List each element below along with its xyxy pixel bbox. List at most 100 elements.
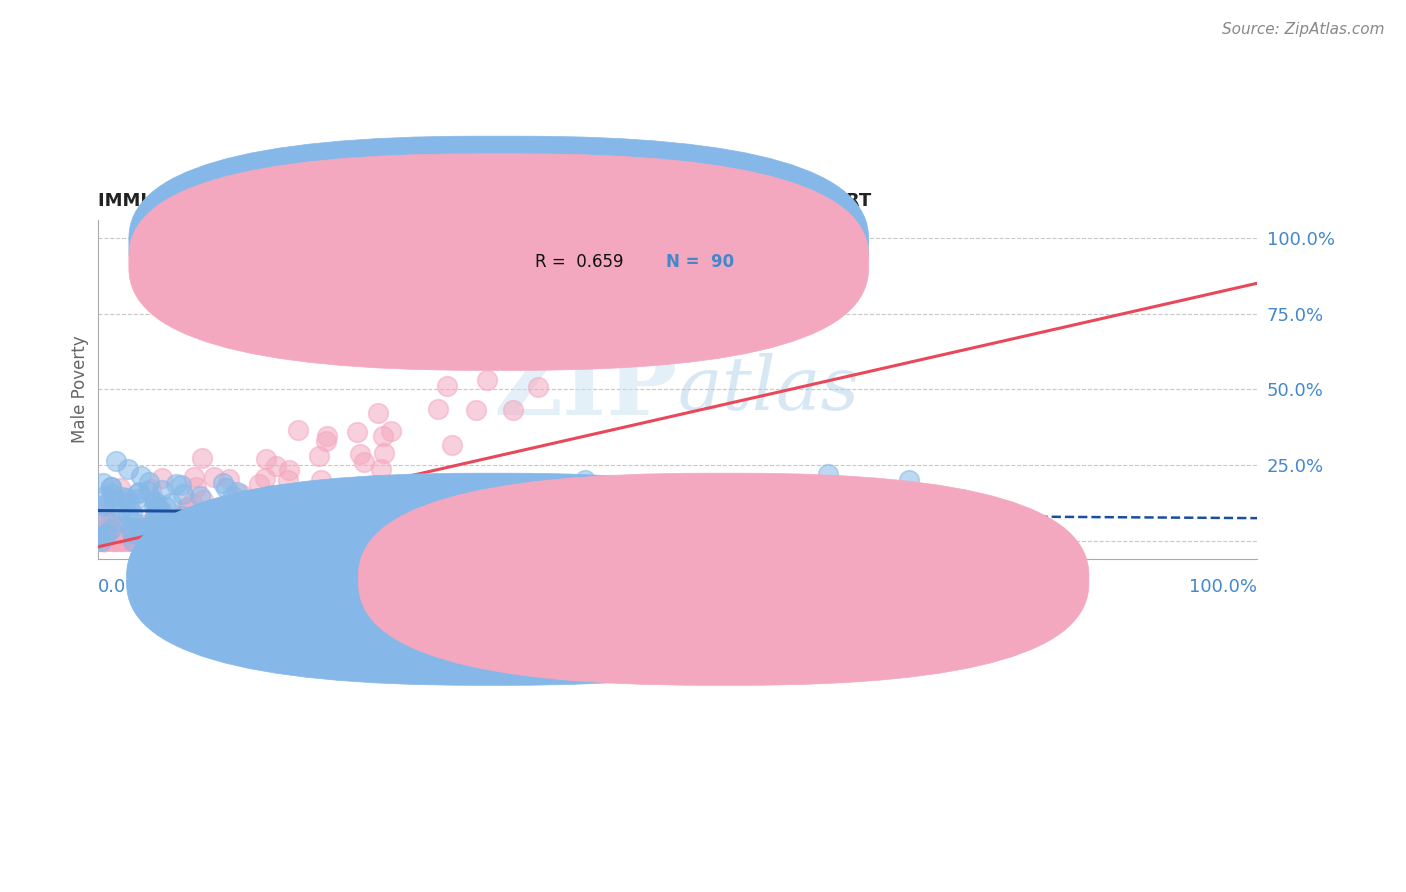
Point <box>146 500 169 514</box>
Point <box>114 533 136 548</box>
Point <box>262 488 284 502</box>
Point <box>607 307 630 321</box>
Point <box>238 514 260 528</box>
Point <box>373 445 395 459</box>
Point <box>212 514 235 528</box>
Point <box>91 509 114 524</box>
Point <box>817 467 839 482</box>
Point <box>346 512 368 526</box>
Point <box>225 533 247 548</box>
Point <box>105 533 128 548</box>
Point <box>898 473 921 487</box>
Point <box>94 533 117 548</box>
Point <box>288 492 311 507</box>
Point <box>346 425 368 440</box>
Point <box>93 523 115 537</box>
Point <box>247 477 270 491</box>
Point <box>170 478 193 492</box>
Point <box>233 500 256 514</box>
Point <box>93 502 115 516</box>
Point <box>128 485 150 500</box>
FancyBboxPatch shape <box>129 136 869 352</box>
Point <box>287 423 309 437</box>
Point <box>212 475 235 490</box>
Point <box>436 379 458 393</box>
Point <box>207 519 229 533</box>
Point <box>145 500 167 515</box>
Point <box>111 490 134 504</box>
Point <box>205 533 228 548</box>
Point <box>278 463 301 477</box>
Point <box>143 494 166 508</box>
Point <box>160 496 183 510</box>
Point <box>136 523 159 537</box>
Point <box>129 469 152 483</box>
Point <box>117 520 139 534</box>
Point <box>129 522 152 536</box>
Point <box>186 522 208 536</box>
Point <box>115 491 138 506</box>
Point <box>142 533 165 548</box>
Point <box>143 533 166 548</box>
Point <box>280 494 302 508</box>
Point <box>90 533 112 548</box>
Point <box>98 517 121 532</box>
Point <box>434 479 457 493</box>
Point <box>215 481 238 495</box>
Text: atlas: atlas <box>678 353 859 425</box>
Point <box>186 480 208 494</box>
Point <box>103 516 125 531</box>
Text: R = -0.115: R = -0.115 <box>534 235 624 253</box>
Point <box>146 526 169 541</box>
Point <box>142 499 165 513</box>
Point <box>87 531 110 545</box>
Text: Scottish: Scottish <box>751 570 817 589</box>
Point <box>122 522 145 536</box>
Point <box>264 458 287 473</box>
Point <box>527 380 550 394</box>
Point <box>86 531 108 545</box>
Point <box>136 527 159 541</box>
FancyBboxPatch shape <box>129 153 869 370</box>
Point <box>181 496 204 510</box>
Point <box>121 526 143 541</box>
Point <box>150 525 173 540</box>
Point <box>93 499 115 513</box>
Point <box>172 487 194 501</box>
Point <box>218 472 240 486</box>
Point <box>93 533 115 548</box>
Point <box>93 533 115 548</box>
Point <box>122 515 145 529</box>
Point <box>93 533 115 548</box>
Point <box>356 497 378 511</box>
Point <box>440 507 463 521</box>
Point <box>98 515 121 529</box>
Point <box>165 476 187 491</box>
Point <box>91 475 114 490</box>
Point <box>225 513 247 527</box>
Point <box>201 516 224 531</box>
Point <box>155 533 177 548</box>
Y-axis label: Male Poverty: Male Poverty <box>72 335 89 443</box>
Point <box>254 471 277 485</box>
Point <box>371 429 394 443</box>
Point <box>94 489 117 503</box>
Point <box>138 475 160 489</box>
Point <box>120 521 142 535</box>
Point <box>502 403 524 417</box>
Point <box>146 524 169 538</box>
Point <box>169 517 191 532</box>
Point <box>183 470 205 484</box>
Text: ZIP: ZIP <box>494 344 678 434</box>
Point <box>152 471 174 485</box>
Point <box>93 528 115 542</box>
Point <box>229 487 252 501</box>
Point <box>121 506 143 520</box>
Point <box>172 533 194 548</box>
Point <box>222 489 245 503</box>
Point <box>117 508 139 523</box>
Point <box>398 505 420 519</box>
Point <box>193 505 215 519</box>
Point <box>197 512 219 526</box>
Point <box>315 434 337 448</box>
